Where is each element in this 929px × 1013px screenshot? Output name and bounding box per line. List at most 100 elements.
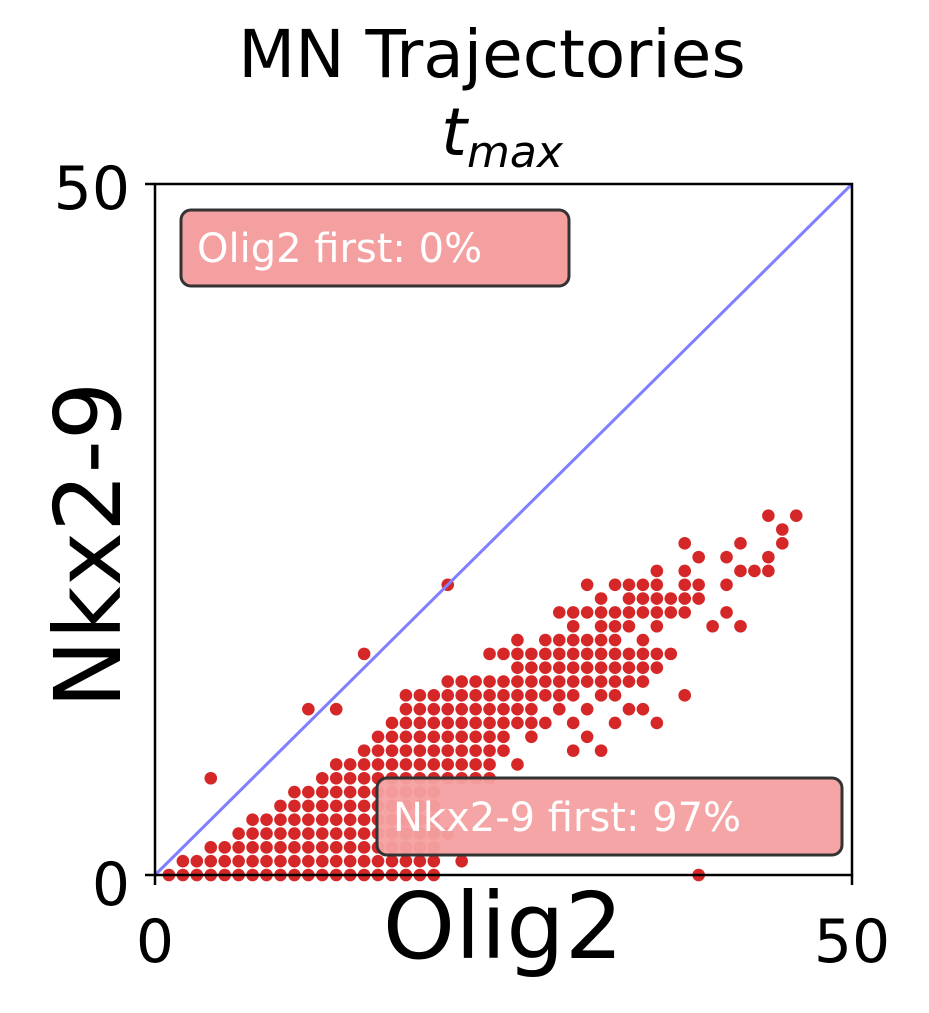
data-point <box>497 675 510 688</box>
data-point <box>608 633 622 647</box>
data-point <box>427 689 441 702</box>
data-point <box>566 689 580 702</box>
data-point <box>455 854 468 868</box>
data-point <box>636 702 650 716</box>
data-point <box>218 854 231 868</box>
data-point <box>580 702 594 716</box>
ticks-layer <box>145 182 854 885</box>
data-point <box>413 689 427 702</box>
data-point <box>274 799 287 813</box>
data-point <box>511 689 524 702</box>
data-point <box>343 771 357 785</box>
data-point <box>692 578 705 592</box>
data-point <box>483 689 496 702</box>
data-point <box>497 730 510 744</box>
data-point <box>357 841 371 854</box>
data-point <box>552 702 566 716</box>
data-point <box>343 813 357 827</box>
data-point <box>329 841 343 854</box>
data-point <box>566 661 580 674</box>
data-point <box>622 702 636 716</box>
data-point <box>260 813 273 827</box>
data-point <box>357 799 371 813</box>
data-point <box>552 606 566 619</box>
data-point <box>455 689 468 702</box>
data-point <box>720 578 733 592</box>
data-point <box>357 785 371 799</box>
data-point <box>427 758 441 771</box>
data-point <box>552 675 566 688</box>
data-point <box>650 578 664 592</box>
data-point <box>329 785 343 799</box>
data-point <box>204 841 218 854</box>
data-point <box>385 716 399 730</box>
data-point <box>288 813 301 827</box>
data-point <box>260 854 273 868</box>
data-point <box>622 619 636 633</box>
y-tick-label-50: 50 <box>54 154 130 224</box>
data-point <box>566 744 580 757</box>
data-point <box>288 785 301 799</box>
data-point <box>748 564 761 578</box>
data-point <box>762 564 775 578</box>
data-point <box>636 633 650 647</box>
data-point <box>552 689 566 702</box>
data-point <box>329 827 343 840</box>
data-point <box>497 647 510 661</box>
data-point <box>511 716 524 730</box>
data-point <box>622 647 636 661</box>
data-point <box>232 854 245 868</box>
data-point <box>441 744 455 757</box>
identity-diagonal-line <box>153 182 854 877</box>
data-point <box>260 841 273 854</box>
y-tick-label-0: 0 <box>92 850 130 920</box>
annotation-text: Olig2 first: 0% <box>197 226 482 272</box>
chart-title: MN Trajectories <box>238 16 746 93</box>
data-point <box>413 854 427 868</box>
data-point <box>762 550 775 564</box>
data-point <box>650 592 664 605</box>
data-point <box>246 841 259 854</box>
data-point <box>483 744 496 757</box>
data-point <box>413 702 427 716</box>
data-point <box>274 827 287 840</box>
data-point <box>246 854 259 868</box>
data-point <box>455 675 468 688</box>
data-point <box>608 675 622 688</box>
data-point <box>734 619 747 633</box>
data-point <box>399 702 413 716</box>
data-point <box>594 619 608 633</box>
data-point <box>413 730 427 744</box>
data-point <box>371 758 385 771</box>
data-point <box>343 827 357 840</box>
annotation-olig2-first: Olig2 first: 0% <box>179 208 571 288</box>
data-point <box>511 647 524 661</box>
data-point <box>315 813 329 827</box>
data-point <box>218 841 231 854</box>
data-point <box>483 647 496 661</box>
points-layer <box>162 509 803 882</box>
data-point <box>678 606 692 619</box>
data-point <box>455 702 468 716</box>
data-point <box>692 592 705 605</box>
data-point <box>539 647 552 661</box>
data-point <box>636 592 650 605</box>
data-point <box>399 689 413 702</box>
data-point <box>650 647 664 661</box>
data-point <box>594 689 608 702</box>
y-axis-label: Nkx2-9 <box>35 382 142 709</box>
data-point <box>608 716 622 730</box>
data-point <box>580 675 594 688</box>
data-point <box>469 730 482 744</box>
chart-subtitle-base: t <box>441 94 467 171</box>
data-point <box>762 509 775 522</box>
data-point <box>357 813 371 827</box>
chart-subtitle: tmax <box>0 100 929 175</box>
data-point <box>636 606 650 619</box>
data-point <box>232 841 245 854</box>
data-point <box>636 578 650 592</box>
data-point <box>622 592 636 605</box>
annotation-box <box>375 776 844 857</box>
data-point <box>580 647 594 661</box>
data-point <box>566 647 580 661</box>
